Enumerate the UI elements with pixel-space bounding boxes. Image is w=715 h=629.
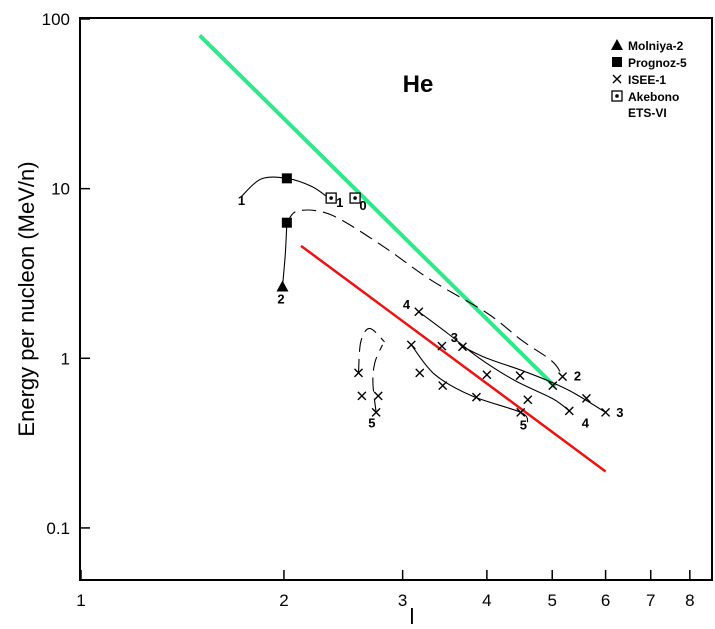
cross-point: [373, 391, 383, 401]
cross-point: [371, 407, 381, 417]
cross-point: [601, 407, 611, 417]
y-tick-label: 10: [51, 180, 70, 199]
cross-point: [437, 341, 447, 351]
curve-label: 2: [277, 292, 284, 307]
data-layer: 1 1 0 2 4 3 2 4 3 5 5: [198, 34, 623, 473]
legend-label: Akebono: [628, 90, 679, 104]
chart-title: He: [403, 71, 434, 98]
cross-point: [564, 406, 574, 416]
solid-trend-curve: [418, 311, 570, 412]
legend-square-marker: [612, 57, 622, 67]
solid-trend-curve: [281, 222, 288, 287]
curve-label: 1: [336, 195, 343, 210]
square-point: [281, 217, 292, 228]
curve-label: 3: [451, 330, 458, 345]
legend-label: ETS-VI: [628, 106, 667, 120]
cross-point: [581, 393, 591, 403]
cross-point: [558, 372, 568, 382]
x-axis-title: l: [410, 604, 415, 629]
curve-label: 4: [582, 416, 590, 431]
solid-trend-curve: [410, 344, 529, 423]
x-axis: 1 2 3 4 5 6 7 8: [76, 570, 695, 610]
x-tick-label: 5: [547, 591, 556, 610]
legend: Molniya-2 Prognoz-5 ISEE-1 Akebono ETS-VI: [611, 39, 687, 120]
dotted-square-point-dot: [353, 196, 357, 200]
cross-point: [523, 395, 533, 405]
cross-point: [406, 340, 416, 350]
legend-label: Prognoz-5: [628, 56, 687, 70]
x-tick-label: 1: [76, 591, 85, 610]
legend-triangle-marker: [611, 39, 623, 50]
curve-label: 5: [368, 416, 375, 431]
cross-point: [516, 407, 526, 417]
cross-point: [471, 392, 481, 402]
curve-label: 3: [616, 405, 623, 420]
cross-point: [482, 370, 492, 380]
triangle-point: [276, 280, 289, 292]
cross-point: [515, 371, 525, 381]
red-trend-line: [300, 244, 607, 473]
cross-point: [438, 381, 448, 391]
dotted-square-point-dot: [329, 196, 333, 200]
cross-point: [415, 368, 425, 378]
curve-label: 4: [403, 297, 411, 312]
cross-point: [457, 342, 467, 352]
x-tick-label: 8: [685, 591, 694, 610]
y-axis: 100 10 1 0.1: [42, 10, 90, 538]
y-tick-label: 100: [42, 10, 70, 29]
y-tick-label: 1: [61, 349, 70, 368]
cross-point: [354, 368, 363, 378]
cross-point: [357, 391, 367, 401]
curve-label: 5: [520, 418, 527, 433]
square-point: [281, 173, 292, 184]
x-tick-label: 2: [279, 591, 288, 610]
x-tick-label: 7: [646, 591, 655, 610]
y-axis-title: Energy per nucleon (MeV/n): [14, 161, 39, 436]
legend-dotted-square-marker-dot: [615, 94, 619, 98]
cross-point: [548, 381, 558, 391]
legend-cross-marker: [612, 74, 622, 84]
legend-label: ISEE-1: [628, 73, 666, 87]
y-tick-label: 0.1: [46, 519, 70, 538]
x-tick-label: 6: [601, 591, 610, 610]
legend-label: Molniya-2: [628, 39, 684, 53]
curve-label: 2: [574, 368, 581, 383]
plot-frame: [79, 17, 713, 581]
dashed-trend-curve: [372, 344, 383, 413]
x-tick-label: 4: [482, 591, 491, 610]
curve-label: 0: [359, 198, 366, 213]
x-tick-label: 3: [398, 591, 407, 610]
solid-trend-curve: [462, 346, 606, 413]
dashed-trend-curve: [286, 209, 564, 377]
cross-point: [414, 307, 424, 317]
green-trend-line: [198, 34, 557, 389]
curve-label: 1: [238, 193, 245, 208]
